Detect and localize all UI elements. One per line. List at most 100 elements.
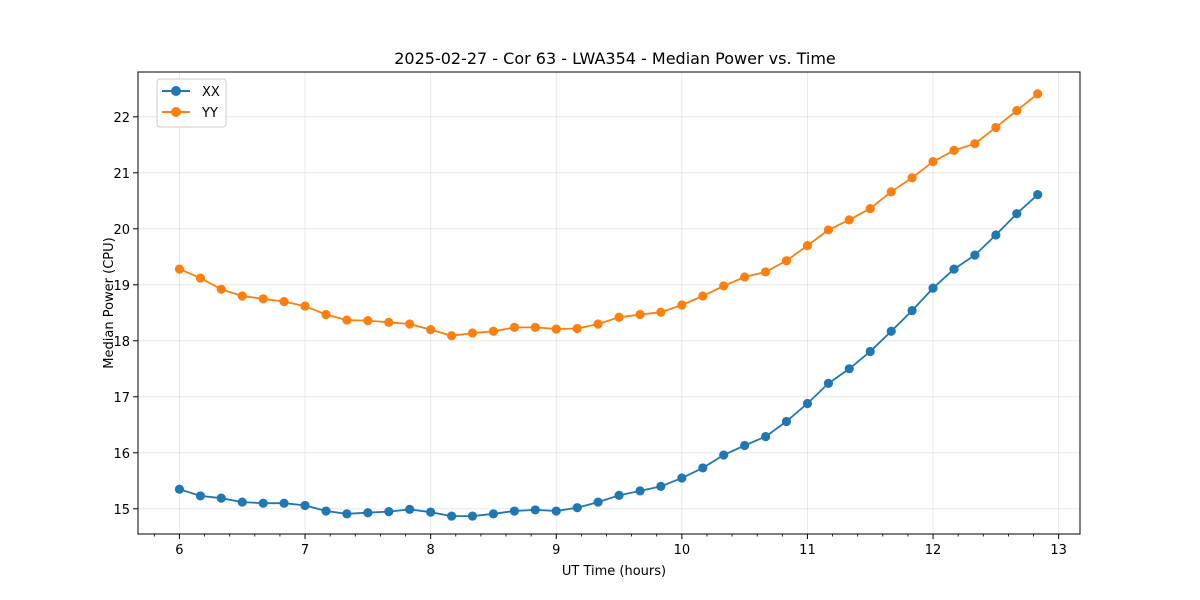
data-point-yy <box>363 316 373 326</box>
x-tick-label: 13 <box>1050 543 1067 558</box>
data-point-yy <box>447 331 457 341</box>
data-point-xx <box>572 503 582 513</box>
data-point-yy <box>698 291 708 301</box>
data-point-xx <box>488 509 499 519</box>
legend-marker-yy <box>171 107 181 117</box>
data-point-yy <box>426 325 436 335</box>
data-point-yy <box>342 315 352 325</box>
data-point-yy <box>279 297 289 307</box>
data-point-yy <box>258 294 268 304</box>
data-point-yy <box>823 225 834 235</box>
y-tick-label: 19 <box>113 279 130 294</box>
data-point-yy <box>405 319 415 329</box>
data-point-yy <box>300 301 310 311</box>
grid <box>138 72 1080 534</box>
legend-marker-xx <box>171 86 181 96</box>
data-point-yy <box>174 264 185 274</box>
data-point-xx <box>614 490 624 500</box>
data-point-xx <box>321 506 331 516</box>
data-point-xx <box>886 326 896 336</box>
data-point-yy <box>530 322 540 332</box>
data-point-yy <box>216 284 226 294</box>
y-tick-label: 18 <box>113 335 130 350</box>
data-point-xx <box>991 230 1001 240</box>
data-point-yy <box>740 272 750 282</box>
data-point-xx <box>551 506 561 516</box>
data-point-xx <box>258 498 268 508</box>
y-tick-label: 15 <box>113 503 130 518</box>
data-point-xx <box>970 250 980 260</box>
data-point-yy <box>886 187 896 197</box>
data-point-xx <box>195 491 206 501</box>
data-point-xx <box>635 486 645 496</box>
data-point-yy <box>991 122 1001 133</box>
data-point-xx <box>844 364 854 374</box>
data-point-xx <box>677 473 687 483</box>
data-point-xx <box>802 398 813 409</box>
y-tick-label: 16 <box>113 447 130 462</box>
data-point-yy <box>509 322 520 332</box>
data-point-yy <box>677 300 687 310</box>
data-point-yy <box>802 241 813 251</box>
data-point-xx <box>907 305 917 316</box>
y-tick-label: 21 <box>113 167 130 182</box>
data-point-xx <box>656 481 666 491</box>
data-point-xx <box>363 508 373 518</box>
data-point-yy <box>949 145 959 155</box>
data-point-xx <box>384 507 394 517</box>
data-point-xx <box>447 511 457 521</box>
data-point-xx <box>949 264 959 274</box>
data-point-xx <box>761 431 771 442</box>
data-point-yy <box>551 324 561 334</box>
data-point-xx <box>467 511 478 521</box>
data-point-yy <box>321 309 331 320</box>
plot-series <box>174 89 1043 521</box>
legend: XX YY <box>156 78 227 128</box>
data-point-yy <box>614 312 624 322</box>
data-point-yy <box>237 291 247 301</box>
data-point-xx <box>1012 209 1022 219</box>
data-point-xx <box>405 504 415 514</box>
data-point-xx <box>174 484 185 494</box>
data-point-xx <box>823 378 834 388</box>
data-point-yy <box>1012 106 1022 116</box>
data-point-yy <box>719 281 729 291</box>
data-point-yy <box>635 309 645 320</box>
data-point-yy <box>488 326 499 336</box>
data-point-xx <box>216 493 226 503</box>
data-point-yy <box>865 204 875 214</box>
x-tick-label: 9 <box>552 543 560 558</box>
x-axis-label: UT Time (hours) <box>562 564 666 579</box>
data-point-yy <box>907 173 917 183</box>
data-point-yy <box>195 273 206 283</box>
data-point-xx <box>237 497 247 507</box>
data-point-yy <box>656 307 666 317</box>
y-tick-label: 20 <box>113 223 130 238</box>
data-point-xx <box>865 346 875 357</box>
legend-label-xx: XX <box>202 85 220 100</box>
x-tick-label: 11 <box>799 543 816 558</box>
data-point-xx <box>426 507 436 517</box>
data-point-yy <box>970 139 980 149</box>
data-point-yy <box>1033 89 1043 99</box>
data-point-yy <box>467 328 478 338</box>
data-point-xx <box>300 500 310 511</box>
data-point-xx <box>509 506 520 516</box>
x-tick-label: 8 <box>427 543 435 558</box>
data-point-xx <box>740 440 750 451</box>
y-tick-label: 22 <box>113 111 130 126</box>
data-point-xx <box>593 497 603 507</box>
plot-frame <box>137 71 1081 535</box>
legend-label-yy: YY <box>201 106 218 121</box>
data-point-xx <box>781 416 792 427</box>
data-point-yy <box>593 319 603 329</box>
data-point-yy <box>928 157 938 167</box>
chart-title: 2025-02-27 - Cor 63 - LWA354 - Median Po… <box>394 49 836 68</box>
x-tick-label: 12 <box>925 543 942 558</box>
data-point-yy <box>384 317 394 327</box>
data-point-xx <box>279 498 289 508</box>
y-tick-label: 17 <box>113 391 130 406</box>
data-point-xx <box>530 505 540 515</box>
axes: 6 7 8 9 10 11 12 13 15 16 17 18 19 20 21 22 <box>113 111 1066 558</box>
